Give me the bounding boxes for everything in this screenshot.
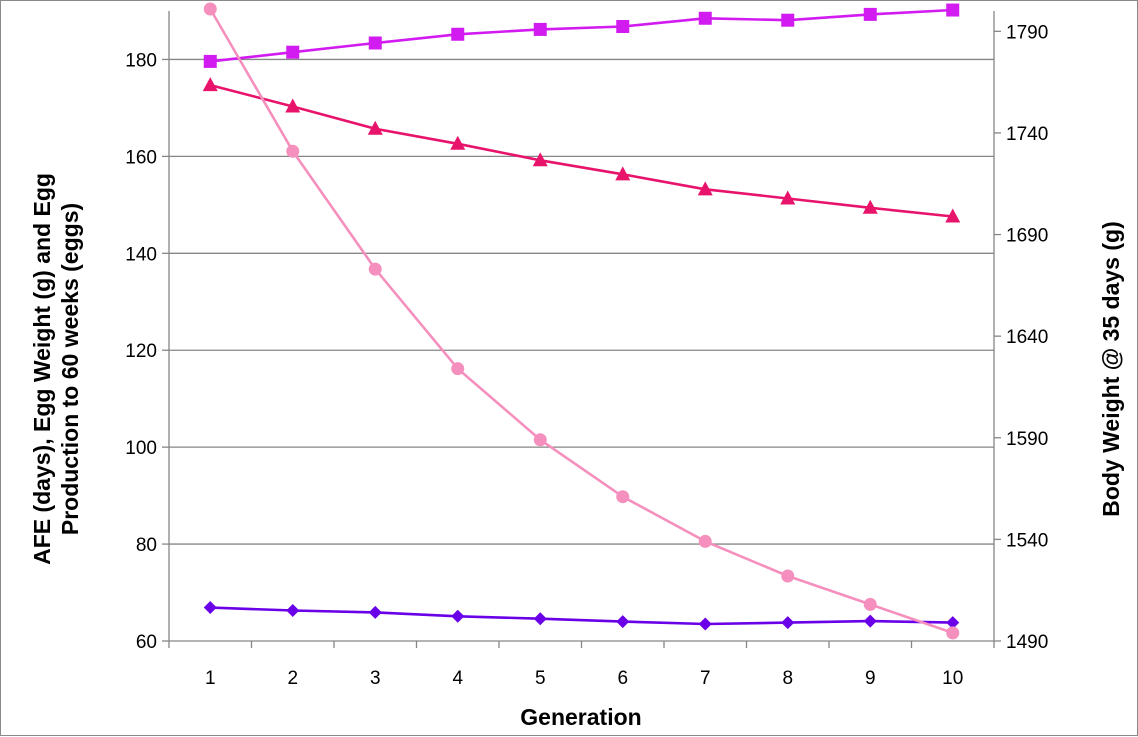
secondary-y-tick-label: 1740 <box>1006 124 1048 145</box>
series-square <box>203 3 960 68</box>
series-line <box>210 606 953 626</box>
data-point <box>533 612 547 626</box>
axis-titles: Generation AFE (days), Egg Weight (g) an… <box>29 173 1124 730</box>
data-point <box>616 490 630 504</box>
y-tick-label: 180 <box>125 50 157 71</box>
series-triangle <box>202 77 961 223</box>
x-tick-label: 5 <box>535 668 546 689</box>
data-point <box>286 45 300 59</box>
series-line <box>210 8 953 63</box>
data-point <box>697 181 713 196</box>
secondary-y-tick-label: 1490 <box>1006 632 1048 653</box>
data-point <box>286 603 300 617</box>
data-point <box>946 616 960 630</box>
data-point <box>367 120 383 135</box>
gridlines <box>169 58 994 545</box>
data-point <box>862 199 878 214</box>
x-tick-label: 8 <box>782 668 793 689</box>
data-point <box>203 2 217 16</box>
x-tick-label: 4 <box>452 668 463 689</box>
data-point <box>781 13 795 27</box>
data-point <box>203 54 217 68</box>
data-point <box>368 262 382 276</box>
y-tick-label: 120 <box>125 341 157 362</box>
data-point <box>532 152 548 167</box>
x-tick-label: 2 <box>287 668 298 689</box>
data-point <box>533 433 547 447</box>
series-line <box>209 8 954 635</box>
y-tick-label: 80 <box>136 535 157 556</box>
series-lines <box>202 2 961 640</box>
data-point <box>451 362 465 376</box>
data-point <box>615 166 631 181</box>
x-tick-label: 9 <box>865 668 876 689</box>
data-point <box>863 614 877 628</box>
data-point <box>946 3 960 17</box>
data-point <box>616 20 630 34</box>
y-tick-label: 100 <box>125 438 157 459</box>
data-point <box>202 77 218 92</box>
data-point <box>698 534 712 548</box>
data-point <box>945 208 961 223</box>
series-diamond <box>203 601 960 631</box>
data-point <box>285 98 301 113</box>
x-tick-label: 7 <box>700 668 711 689</box>
data-point <box>698 617 712 631</box>
data-point <box>863 597 877 611</box>
data-point <box>616 615 630 629</box>
data-point <box>451 609 465 623</box>
data-point <box>450 135 466 150</box>
data-point <box>286 144 300 158</box>
secondary-y-tick-label: 1640 <box>1006 327 1048 348</box>
data-point <box>946 626 960 640</box>
y-tick-label: 60 <box>136 632 157 653</box>
axes <box>162 11 1001 648</box>
data-point <box>451 27 465 41</box>
data-point <box>698 11 712 25</box>
tick-labels: 60 80 100 120 140 160 180 1490 1540 1590 1640 1690 1… <box>125 22 1048 689</box>
data-point <box>780 190 796 205</box>
x-tick-label: 10 <box>942 668 963 689</box>
secondary-y-axis-title: Body Weight @ 35 days (g) <box>1098 221 1124 517</box>
y-tick-label: 140 <box>125 244 157 265</box>
x-tick-label: 3 <box>370 668 381 689</box>
series-line <box>209 83 953 218</box>
x-axis-title: Generation <box>520 704 641 730</box>
data-point <box>368 36 382 50</box>
data-point <box>863 7 877 21</box>
x-tick-label: 6 <box>617 668 628 689</box>
y-tick-label: 160 <box>125 147 157 168</box>
data-point <box>781 616 795 630</box>
secondary-y-tick-label: 1590 <box>1006 429 1048 450</box>
secondary-y-tick-label: 1790 <box>1006 22 1048 43</box>
data-point <box>203 601 217 615</box>
y-axis-title-line-2: Production to 60 weeks (eggs) <box>57 203 83 535</box>
series-circle <box>203 2 960 640</box>
secondary-y-tick-label: 1540 <box>1006 530 1048 551</box>
data-point <box>781 569 795 583</box>
data-point <box>533 22 547 36</box>
x-tick-label: 1 <box>205 668 216 689</box>
data-point <box>368 605 382 619</box>
y-axis-title-line-1: AFE (days), Egg Weight (g) and Egg <box>29 173 55 565</box>
secondary-y-tick-label: 1690 <box>1006 226 1048 247</box>
